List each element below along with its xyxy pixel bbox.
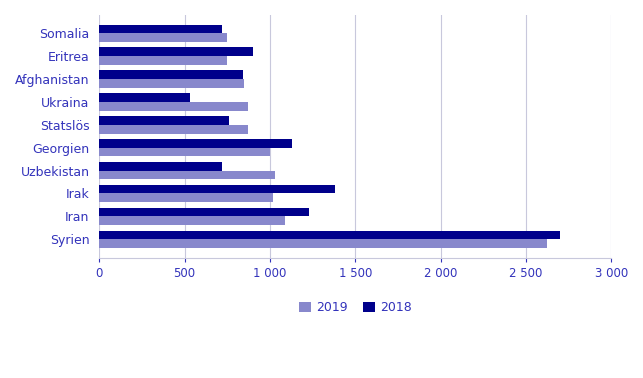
Bar	[99, 148, 270, 156]
Bar	[99, 48, 253, 56]
Bar	[99, 231, 560, 239]
Bar	[99, 216, 285, 225]
Bar	[99, 79, 244, 88]
Legend: 2019, 2018: 2019, 2018	[294, 296, 417, 319]
Bar	[99, 162, 222, 170]
Bar	[99, 139, 292, 148]
Bar	[99, 33, 227, 42]
Bar	[99, 185, 335, 194]
Bar	[99, 208, 309, 216]
Bar	[99, 102, 248, 111]
Bar	[99, 25, 222, 33]
Bar	[99, 170, 275, 179]
Bar	[99, 93, 190, 102]
Bar	[99, 116, 229, 125]
Bar	[99, 239, 547, 248]
Bar	[99, 70, 242, 79]
Bar	[99, 56, 227, 65]
Bar	[99, 194, 273, 202]
Bar	[99, 125, 248, 133]
